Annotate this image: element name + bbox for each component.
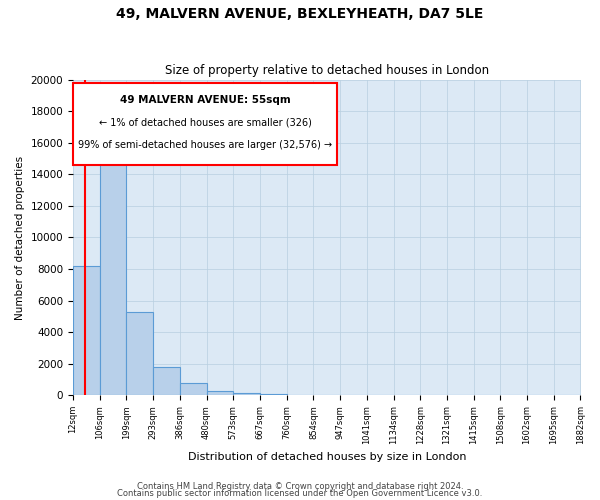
Text: ← 1% of detached houses are smaller (326): ← 1% of detached houses are smaller (326…: [98, 118, 311, 128]
Bar: [73, 266, 100, 396]
Bar: [233, 393, 260, 396]
Text: Contains public sector information licensed under the Open Government Licence v3: Contains public sector information licen…: [118, 490, 482, 498]
Bar: [180, 382, 206, 396]
FancyBboxPatch shape: [73, 82, 337, 165]
Bar: [287, 394, 313, 396]
Bar: [260, 394, 287, 396]
Bar: [100, 135, 127, 396]
Text: 49 MALVERN AVENUE: 55sqm: 49 MALVERN AVENUE: 55sqm: [119, 96, 290, 106]
Bar: [153, 367, 180, 396]
Bar: [127, 312, 153, 396]
Y-axis label: Number of detached properties: Number of detached properties: [15, 156, 25, 320]
Bar: [206, 390, 233, 396]
Text: 49, MALVERN AVENUE, BEXLEYHEATH, DA7 5LE: 49, MALVERN AVENUE, BEXLEYHEATH, DA7 5LE: [116, 8, 484, 22]
X-axis label: Distribution of detached houses by size in London: Distribution of detached houses by size …: [188, 452, 466, 462]
Text: 99% of semi-detached houses are larger (32,576) →: 99% of semi-detached houses are larger (…: [78, 140, 332, 149]
Title: Size of property relative to detached houses in London: Size of property relative to detached ho…: [165, 64, 489, 77]
Text: Contains HM Land Registry data © Crown copyright and database right 2024.: Contains HM Land Registry data © Crown c…: [137, 482, 463, 491]
